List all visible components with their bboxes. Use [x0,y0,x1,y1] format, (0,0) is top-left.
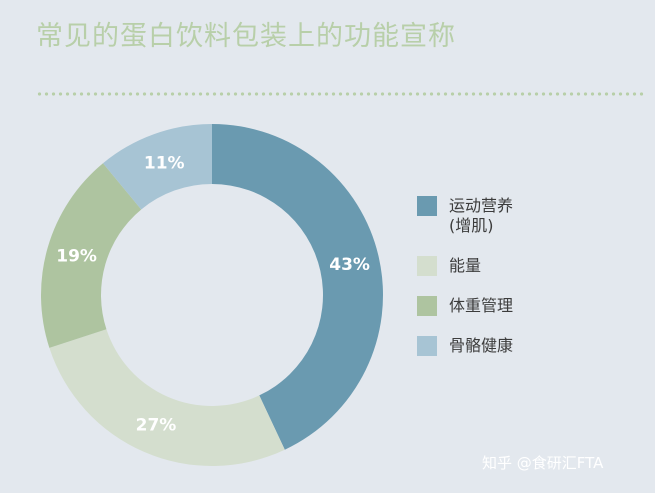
legend-label-2: 能量 [449,256,482,275]
legend-item-1: 运动营养 (增肌) [417,196,513,236]
slice-value-label-2: 27% [136,415,177,435]
slice-value-label-1: 43% [329,255,370,275]
legend-label-4: 骨骼健康 [449,336,514,355]
slice-value-label-4: 11% [144,153,185,173]
legend-swatch-4 [417,336,437,356]
legend-swatch-3 [417,296,437,316]
dotted-divider [36,92,644,96]
legend-label-1: 运动营养 (增肌) [449,196,514,235]
legend-item-3: 体重管理 [417,296,513,316]
chart-title: 常见的蛋白饮料包装上的功能宣称 [36,21,456,52]
watermark: 知乎 @食研汇FTA [482,454,604,472]
slice-value-label-3: 19% [56,247,97,267]
legend-label-3: 体重管理 [449,296,514,315]
donut-slice-1 [212,124,384,450]
donut-slice-4 [103,124,212,210]
legend-swatch-2 [417,256,437,276]
donut-slice-3 [41,163,142,348]
donut-slice-2 [49,329,285,467]
legend-swatch-1 [417,196,437,216]
legend-item-2: 能量 [417,256,481,276]
legend-item-4: 骨骼健康 [417,336,513,356]
